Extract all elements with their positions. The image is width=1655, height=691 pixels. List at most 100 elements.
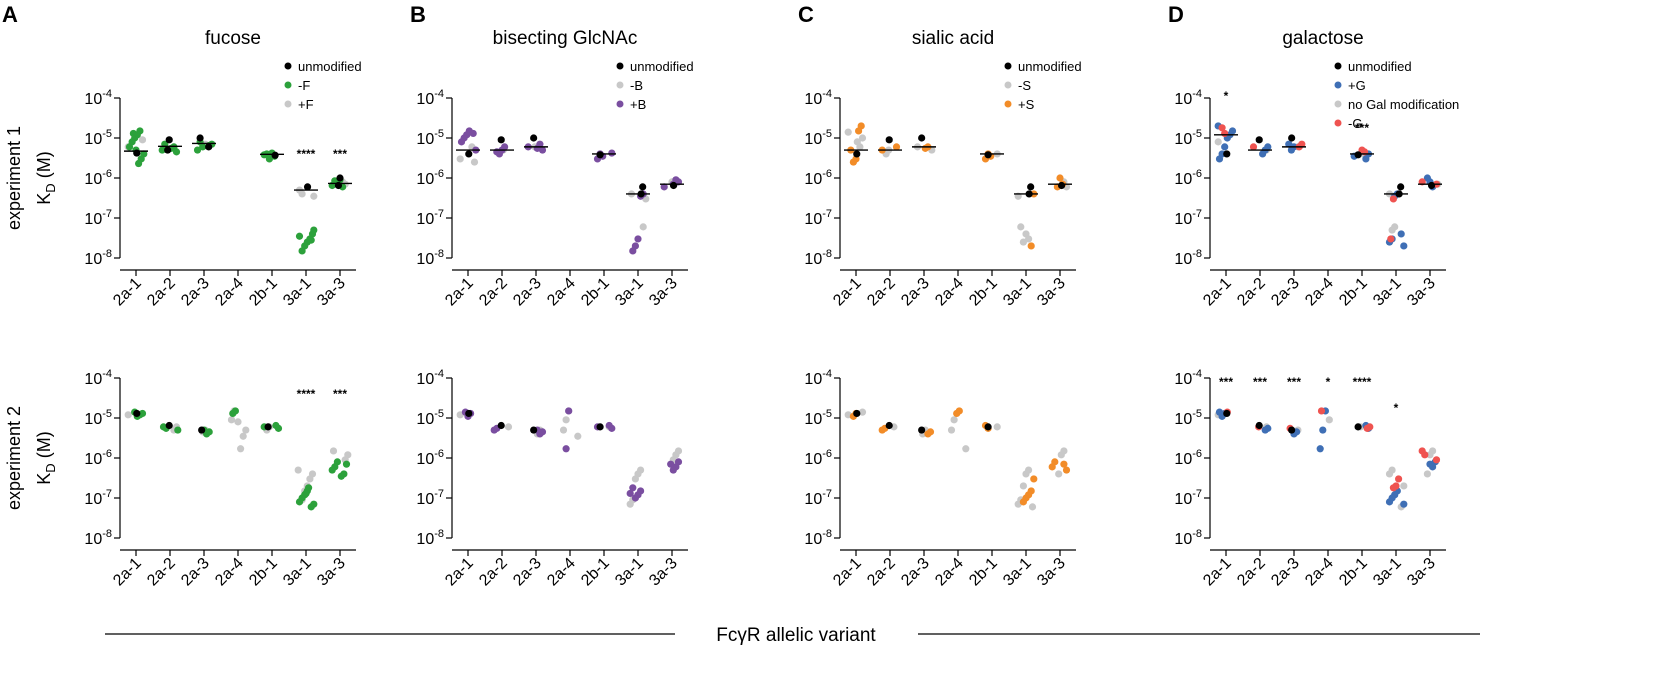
data-point [631, 494, 640, 502]
panel-label: A [2, 2, 18, 27]
data-point [1325, 416, 1333, 424]
x-tick-label: 3a-1 [612, 275, 647, 310]
y-tick-base: 10 [804, 91, 822, 108]
x-tick-label: 2a-3 [1268, 275, 1303, 310]
data-point [242, 426, 250, 434]
y-tick-exponent: -6 [1192, 168, 1202, 180]
y-tick-exponent: -5 [1192, 128, 1202, 140]
y-tick-base: 10 [1174, 411, 1192, 428]
y-tick-base: 10 [804, 371, 822, 388]
y-tick-base: 10 [1174, 91, 1192, 108]
data-point [1218, 124, 1226, 132]
data-point [844, 128, 852, 136]
y-tick-exponent: -7 [822, 208, 832, 220]
y-tick-exponent: -7 [1192, 488, 1202, 500]
x-tick-label: 2b-1 [246, 275, 281, 310]
data-point [310, 226, 318, 234]
significance-annotation: * [1326, 375, 1331, 389]
data-point [562, 416, 570, 424]
y-tick-exponent: -4 [822, 88, 832, 100]
data-point [924, 430, 932, 438]
x-tick-label: 2a-4 [544, 275, 579, 310]
x-tick-label: 2b-1 [578, 275, 613, 310]
significance-annotation: **** [297, 387, 316, 401]
data-point [1288, 426, 1296, 434]
data-point [1214, 138, 1222, 146]
x-tick-label: 2a-3 [510, 275, 545, 310]
x-tick-label: 2a-2 [1234, 275, 1269, 310]
legend-label: no Gal modification [1348, 97, 1459, 112]
y-tick-label: 10-4 [804, 88, 832, 108]
y-axis-title: KD (M) [34, 151, 58, 204]
y-axis-title: KD (M) [34, 431, 58, 484]
data-point [465, 150, 473, 158]
x-tick-label: 2a-1 [1200, 275, 1235, 310]
y-tick-base: 10 [416, 131, 434, 148]
legend-label: +G [1348, 78, 1366, 93]
y-tick-label: 10-7 [84, 208, 112, 228]
data-point [1019, 238, 1027, 246]
y-tick-label: 10-7 [804, 208, 832, 228]
x-tick-label: 2a-3 [1268, 555, 1303, 590]
data-point [574, 432, 582, 440]
data-point [669, 466, 677, 474]
y-tick-label: 10-7 [416, 208, 444, 228]
legend-label: unmodified [1348, 59, 1412, 74]
data-point [885, 421, 893, 430]
y-tick-base: 10 [84, 211, 102, 228]
data-point [1432, 456, 1441, 464]
y-tick-exponent: -6 [434, 448, 444, 460]
data-point [639, 183, 647, 191]
y-tick-base: 10 [804, 131, 822, 148]
data-point [1400, 482, 1408, 490]
x-tick-label: 3a-3 [646, 275, 681, 310]
panel-label: D [1168, 2, 1184, 27]
x-tick-label: 2a-4 [1302, 555, 1337, 590]
y-axis-title-sub: D [43, 183, 58, 192]
data-point [892, 143, 901, 151]
data-point [858, 408, 867, 416]
data-point [565, 407, 573, 415]
data-point [295, 498, 304, 506]
data-point [1048, 463, 1056, 471]
data-point [1057, 451, 1065, 459]
data-point [1400, 242, 1408, 250]
legend-label: unmodified [630, 59, 694, 74]
y-tick-exponent: -5 [1192, 408, 1202, 420]
data-point [918, 134, 926, 142]
x-tick-label: 3a-3 [314, 555, 349, 590]
legend-marker [1004, 100, 1012, 108]
panel-title: bisecting GlcNAc [493, 28, 638, 49]
panel-title: sialic acid [912, 28, 994, 49]
data-point [336, 174, 344, 182]
y-tick-label: 10-5 [804, 408, 832, 428]
y-tick-label: 10-6 [1174, 448, 1202, 468]
data-point [1389, 484, 1397, 492]
data-point [878, 426, 886, 434]
data-point [272, 421, 280, 430]
data-point [984, 423, 992, 431]
data-point [125, 143, 134, 151]
data-point [1400, 500, 1408, 508]
significance-annotation: *** [1355, 121, 1369, 135]
data-point [1316, 445, 1324, 453]
data-point [229, 409, 237, 418]
y-tick-exponent: -4 [102, 368, 112, 380]
legend-label: unmodified [298, 59, 362, 74]
data-point [1255, 136, 1263, 144]
y-tick-exponent: -5 [102, 408, 112, 420]
x-tick-label: 3a-1 [280, 555, 315, 590]
y-tick-base: 10 [1174, 171, 1192, 188]
data-point [1427, 181, 1436, 190]
significance-annotation: *** [333, 147, 347, 161]
x-tick-label: 3a-1 [1000, 555, 1035, 590]
legend-label: -S [1018, 78, 1031, 93]
data-point [1426, 451, 1434, 459]
significance-annotation: *** [1219, 375, 1233, 389]
legend-marker [284, 100, 292, 108]
y-tick-exponent: -4 [434, 88, 444, 100]
data-point [1385, 498, 1394, 506]
data-point [1397, 183, 1405, 191]
x-tick-label: 2a-1 [442, 555, 477, 590]
